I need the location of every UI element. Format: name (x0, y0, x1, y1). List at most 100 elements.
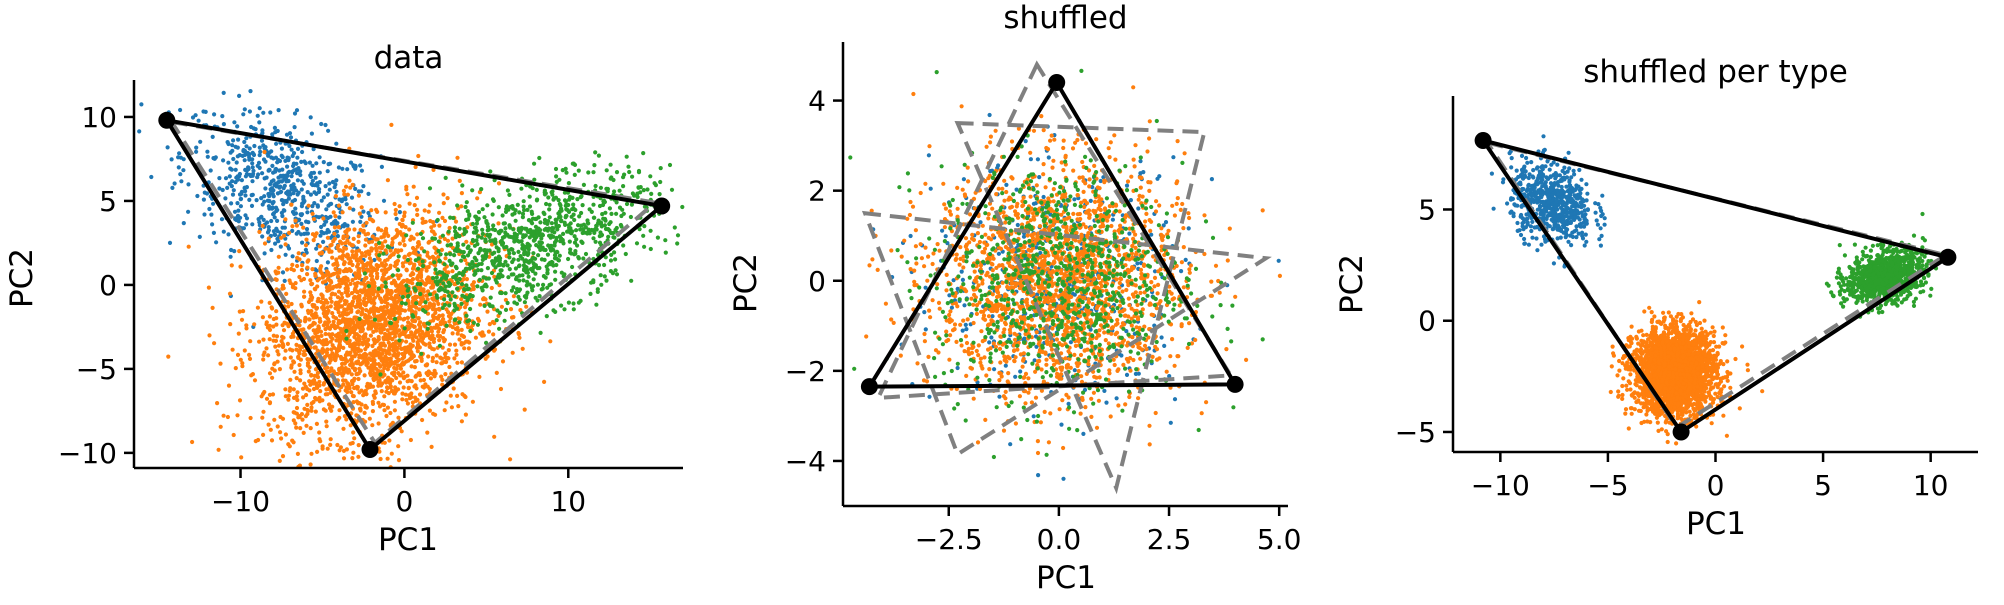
data-point-type_a (230, 179, 235, 184)
data-point-type_c (462, 227, 467, 232)
data-point-type_b (360, 324, 365, 329)
data-point-type_b (287, 388, 292, 393)
data-point-type_b (412, 324, 417, 329)
data-point-type_b (166, 354, 171, 359)
data-point-type_c (586, 170, 591, 175)
data-point-type_b (358, 329, 363, 334)
data-point-type_b (335, 442, 340, 448)
data-point-type_b (236, 331, 241, 336)
data-point-type_c (601, 198, 607, 203)
data-point-type_b (294, 405, 300, 411)
data-point-type_b (395, 299, 400, 304)
data-point-type_b (302, 289, 307, 294)
data-point-type_c (550, 225, 555, 231)
data-point-type_a (260, 171, 265, 176)
data-point-type_b (270, 366, 275, 371)
data-point-type_c (403, 301, 408, 306)
data-point-type_b (226, 383, 232, 388)
data-point-type_b (299, 412, 304, 417)
data-point-type_b (385, 456, 390, 461)
data-point-type_a (167, 240, 173, 245)
data-point-type_c (418, 231, 423, 236)
data-point-type_b (261, 432, 266, 437)
data-point-type_b (397, 311, 402, 316)
data-point-type_c (526, 229, 531, 235)
data-point-type_c (535, 282, 541, 287)
data-point-type_b (461, 277, 466, 282)
data-point-type_b (498, 386, 504, 392)
data-point-type_c (531, 229, 536, 234)
data-point-type_b (459, 419, 464, 424)
data-point-type_a (397, 210, 402, 215)
data-point-type_b (379, 235, 384, 240)
data-point-type_b (382, 408, 387, 413)
data-point-type_b (393, 334, 398, 339)
data-point-type_b (327, 402, 332, 407)
data-point-type_b (388, 410, 393, 416)
data-point-type_b (296, 355, 301, 360)
data-point-type_b (398, 316, 403, 321)
data-point-type_b (284, 291, 289, 296)
data-point-type_c (652, 181, 657, 186)
data-point-type_c (675, 241, 680, 246)
data-point-type_c (452, 225, 457, 230)
data-point-type_c (405, 257, 410, 263)
data-point-type_a (1066, 401, 1071, 406)
data-point-type_a (290, 170, 295, 175)
data-point-type_a (176, 165, 181, 170)
data-point-type_c (439, 287, 444, 292)
data-point-type_b (382, 440, 387, 445)
data-point-type_b (310, 281, 315, 286)
data-point-type_a (267, 167, 272, 172)
archetype-vertex (158, 111, 176, 129)
data-point-type_b (380, 348, 385, 353)
data-point-type_c (566, 209, 572, 214)
data-point-type_b (402, 210, 407, 215)
data-point-type_b (378, 297, 383, 302)
data-point-type_b (360, 290, 365, 295)
data-point-type_b (327, 249, 332, 254)
data-point-type_b (486, 329, 491, 334)
data-point-type_b (369, 208, 374, 213)
data-point-type_c (545, 221, 550, 226)
data-point-type_c (418, 291, 423, 297)
data-point-type_b (392, 399, 397, 404)
data-point-type_a (294, 108, 300, 113)
data-point-type_b (394, 355, 399, 360)
data-point-type_a (282, 278, 287, 283)
data-point-type_a (231, 156, 236, 162)
data-point-type_c (602, 274, 607, 279)
data-point-type_a (316, 189, 322, 195)
data-point-type_b (311, 217, 317, 222)
data-point-type_b (450, 331, 455, 336)
data-point-type_b (305, 265, 310, 270)
data-point-type_a (394, 216, 399, 221)
data-point-type_c (587, 207, 592, 212)
data-point-type_b (305, 361, 311, 366)
data-point-type_c (614, 225, 619, 231)
data-point-type_b (333, 356, 338, 361)
data-point-type_b (509, 315, 515, 320)
data-point-type_a (309, 131, 314, 136)
data-point-type_b (425, 372, 430, 378)
data-point-type_a (236, 137, 241, 142)
data-point-type_c (533, 256, 538, 261)
data-point-type_a (221, 122, 226, 127)
data-point-type_b (492, 434, 497, 439)
data-point-type_a (267, 199, 272, 204)
data-point-type_a (267, 150, 272, 155)
data-point-type_b (1028, 150, 1033, 155)
data-point-type_b (422, 208, 427, 213)
data-point-type_b (349, 390, 354, 395)
data-point-type_b (414, 195, 420, 200)
data-point-type_a (1031, 414, 1036, 419)
data-point-type_b (393, 211, 398, 217)
data-point-type_b (1061, 145, 1066, 151)
data-point-type_b (518, 308, 523, 313)
data-point-type_a (295, 178, 300, 183)
data-point-type_a (310, 204, 315, 209)
data-point-type_c (479, 187, 484, 192)
data-point-type_b (431, 411, 436, 416)
data-point-type_b (356, 443, 361, 448)
data-point-type_a (295, 155, 300, 160)
